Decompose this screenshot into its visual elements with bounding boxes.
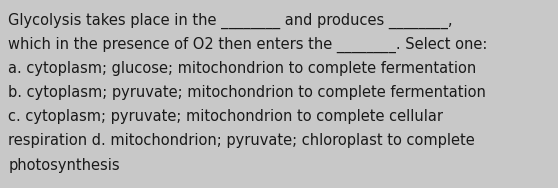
Text: which in the presence of O2 then enters the ________. Select one:: which in the presence of O2 then enters … — [8, 37, 488, 53]
Text: c. cytoplasm; pyruvate; mitochondrion to complete cellular: c. cytoplasm; pyruvate; mitochondrion to… — [8, 109, 444, 124]
Text: Glycolysis takes place in the ________ and produces ________,: Glycolysis takes place in the ________ a… — [8, 13, 453, 29]
Text: a. cytoplasm; glucose; mitochondrion to complete fermentation: a. cytoplasm; glucose; mitochondrion to … — [8, 61, 477, 76]
Text: photosynthesis: photosynthesis — [8, 158, 120, 173]
Text: b. cytoplasm; pyruvate; mitochondrion to complete fermentation: b. cytoplasm; pyruvate; mitochondrion to… — [8, 85, 486, 100]
Text: respiration d. mitochondrion; pyruvate; chloroplast to complete: respiration d. mitochondrion; pyruvate; … — [8, 133, 475, 149]
